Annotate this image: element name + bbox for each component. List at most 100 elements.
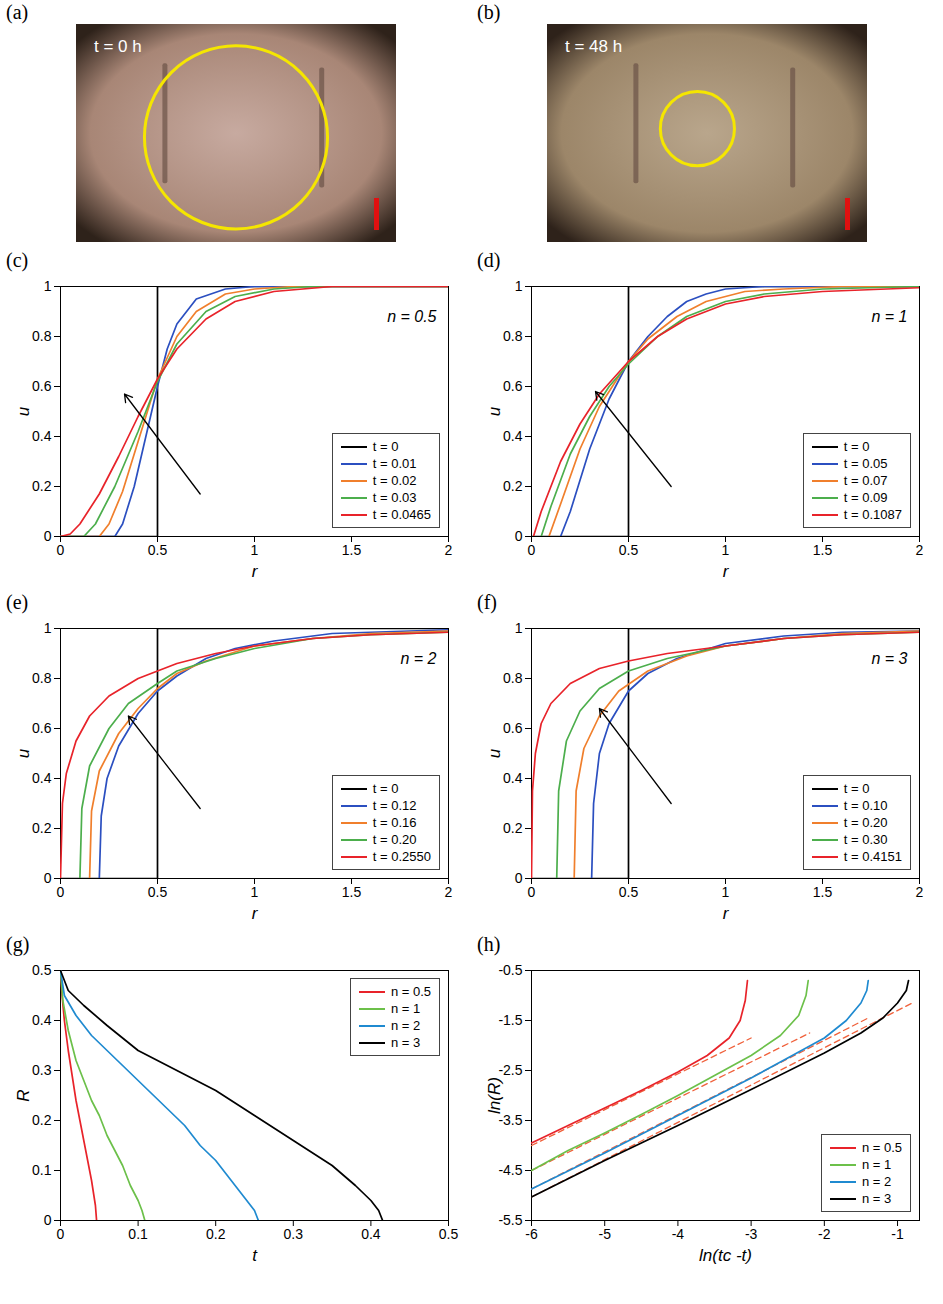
- svg-text:0.8: 0.8: [503, 328, 523, 344]
- svg-text:0.5: 0.5: [148, 542, 168, 558]
- svg-text:2: 2: [916, 884, 924, 900]
- svg-text:u: u: [14, 406, 33, 416]
- svg-text:0.1: 0.1: [32, 1162, 52, 1178]
- svg-text:0.5: 0.5: [439, 1226, 459, 1242]
- svg-text:0.2: 0.2: [503, 478, 523, 494]
- svg-text:-1: -1: [891, 1226, 904, 1242]
- svg-text:2: 2: [445, 884, 453, 900]
- svg-text:1: 1: [515, 620, 523, 636]
- svg-text:0.5: 0.5: [32, 962, 52, 978]
- svg-text:ln(R): ln(R): [485, 1077, 504, 1114]
- svg-text:r: r: [723, 562, 730, 581]
- svg-text:t: t: [252, 1246, 258, 1265]
- svg-text:1: 1: [44, 620, 52, 636]
- svg-text:n = 1: n = 1: [871, 308, 907, 325]
- svg-text:0.8: 0.8: [32, 670, 52, 686]
- svg-text:-3: -3: [745, 1226, 758, 1242]
- svg-text:1.5: 1.5: [342, 542, 362, 558]
- svg-text:-1.5: -1.5: [498, 1012, 522, 1028]
- html-text:(a): (a): [6, 1, 29, 23]
- svg-text:0.1: 0.1: [128, 1226, 148, 1242]
- svg-text:0: 0: [44, 1212, 52, 1228]
- svg-text:0.4: 0.4: [361, 1226, 381, 1242]
- svg-text:0.8: 0.8: [503, 670, 523, 686]
- svg-text:-0.5: -0.5: [498, 962, 522, 978]
- svg-text:0.5: 0.5: [619, 542, 639, 558]
- svg-text:0: 0: [44, 870, 52, 886]
- svg-text:0.4: 0.4: [32, 770, 52, 786]
- svg-text:-5.5: -5.5: [498, 1212, 522, 1228]
- html-text:(b): (b): [477, 1, 501, 23]
- svg-text:0: 0: [515, 528, 523, 544]
- svg-text:0: 0: [57, 542, 65, 558]
- svg-text:1: 1: [251, 884, 259, 900]
- svg-text:0.4: 0.4: [503, 770, 523, 786]
- svg-text:1: 1: [722, 542, 730, 558]
- svg-text:1: 1: [44, 278, 52, 294]
- html-text:(f): (f): [477, 591, 497, 613]
- svg-text:t = 48 h: t = 48 h: [565, 37, 622, 56]
- svg-text:-6: -6: [525, 1226, 538, 1242]
- html-text:t = 0.02: t = 0.02: [372, 473, 417, 488]
- svg-text:-4: -4: [672, 1226, 685, 1242]
- svg-text:1.5: 1.5: [813, 542, 833, 558]
- svg-text:r: r: [252, 562, 259, 581]
- svg-text:0.2: 0.2: [32, 478, 52, 494]
- svg-text:2: 2: [445, 542, 453, 558]
- svg-text:0.2: 0.2: [32, 820, 52, 836]
- html-text:t = 0.0465: t = 0.0465: [372, 507, 431, 522]
- svg-text:0.8: 0.8: [32, 328, 52, 344]
- svg-text:-2.5: -2.5: [498, 1062, 522, 1078]
- svg-text:0.3: 0.3: [32, 1062, 52, 1078]
- svg-text:0: 0: [515, 870, 523, 886]
- svg-text:0: 0: [44, 528, 52, 544]
- html-text:(h): (h): [477, 933, 501, 955]
- html-text:t = 0.03: t = 0.03: [372, 490, 417, 505]
- svg-text:0.4: 0.4: [503, 428, 523, 444]
- svg-text:1: 1: [722, 884, 730, 900]
- html-text:(d): (d): [477, 249, 501, 271]
- html-text:(c): (c): [6, 249, 29, 271]
- html-text:t = 0: t = 0: [372, 439, 399, 454]
- svg-text:0.6: 0.6: [503, 378, 523, 394]
- svg-text:0.5: 0.5: [148, 884, 168, 900]
- svg-text:u: u: [485, 748, 504, 758]
- svg-text:n = 0.5: n = 0.5: [387, 308, 436, 325]
- svg-text:0.4: 0.4: [32, 428, 52, 444]
- svg-text:0.3: 0.3: [284, 1226, 304, 1242]
- html-text:t = 0: t = 0: [843, 439, 870, 454]
- svg-text:ln(tc -t): ln(tc -t): [699, 1246, 752, 1265]
- svg-text:-5: -5: [598, 1226, 611, 1242]
- svg-text:0: 0: [528, 884, 536, 900]
- svg-text:-2: -2: [818, 1226, 831, 1242]
- svg-text:1.5: 1.5: [813, 884, 833, 900]
- svg-text:n = 3: n = 3: [871, 650, 907, 667]
- svg-text:0.6: 0.6: [503, 720, 523, 736]
- svg-text:0.2: 0.2: [32, 1112, 52, 1128]
- svg-text:0.5: 0.5: [619, 884, 639, 900]
- svg-text:r: r: [252, 904, 259, 923]
- svg-text:0: 0: [528, 542, 536, 558]
- svg-text:-4.5: -4.5: [498, 1162, 522, 1178]
- html-text:(e): (e): [6, 591, 29, 613]
- svg-text:t = 0 h: t = 0 h: [94, 37, 142, 56]
- svg-text:0.4: 0.4: [32, 1012, 52, 1028]
- svg-text:0.6: 0.6: [32, 378, 52, 394]
- html-text:(g): (g): [6, 933, 30, 955]
- svg-text:1: 1: [251, 542, 259, 558]
- svg-text:0.2: 0.2: [503, 820, 523, 836]
- svg-text:1.5: 1.5: [342, 884, 362, 900]
- svg-text:u: u: [485, 406, 504, 416]
- svg-text:0: 0: [57, 884, 65, 900]
- svg-text:n = 2: n = 2: [400, 650, 436, 667]
- svg-text:1: 1: [515, 278, 523, 294]
- svg-text:0: 0: [57, 1226, 65, 1242]
- svg-text:R: R: [14, 1089, 33, 1101]
- svg-text:2: 2: [916, 542, 924, 558]
- svg-text:0.6: 0.6: [32, 720, 52, 736]
- svg-text:-3.5: -3.5: [498, 1112, 523, 1128]
- svg-text:u: u: [14, 748, 33, 758]
- svg-text:0.2: 0.2: [206, 1226, 226, 1242]
- svg-text:r: r: [723, 904, 730, 923]
- html-text:t = 0.01: t = 0.01: [372, 456, 417, 471]
